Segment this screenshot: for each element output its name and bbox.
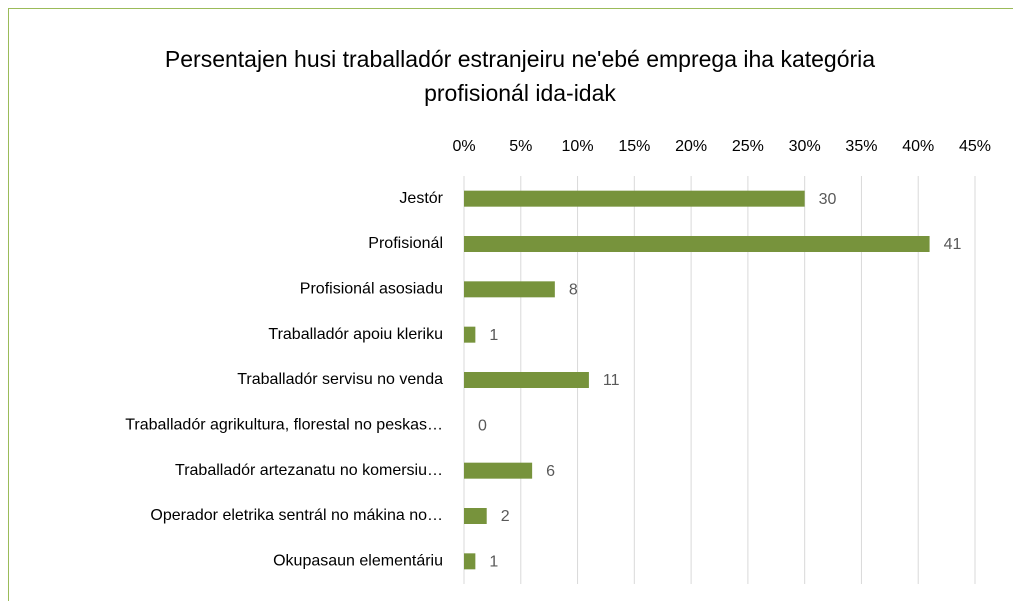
x-tick-label: 15% — [618, 138, 650, 155]
bar — [464, 236, 930, 252]
x-tick-label: 20% — [675, 138, 707, 155]
y-tick-label: Profisionál — [368, 235, 443, 252]
data-label: 1 — [489, 554, 498, 571]
data-label: 41 — [944, 236, 962, 253]
data-label: 2 — [501, 508, 510, 525]
bar — [464, 462, 533, 479]
x-tick-label: 35% — [845, 138, 877, 155]
y-tick-label: Traballadór artezanatu no komersiu… — [175, 462, 443, 479]
x-tick-label: 40% — [902, 138, 934, 155]
y-tick-label: Profisionál asosiadu — [300, 281, 443, 298]
x-tick-label: 45% — [959, 138, 991, 155]
data-label: 6 — [546, 463, 555, 480]
x-tick-label: 0% — [452, 138, 475, 155]
chart-frame — [8, 8, 1013, 601]
data-label: 0 — [478, 418, 487, 435]
y-tick-label: Traballadór agrikultura, florestal no pe… — [125, 417, 443, 434]
x-tick-label: 30% — [789, 138, 821, 155]
bar — [464, 508, 487, 524]
bar — [464, 553, 476, 570]
y-tick-label: Jestór — [399, 190, 443, 207]
chart-title: Persentajen husi traballadór estranjeiru… — [164, 46, 876, 106]
x-tick-label: 5% — [509, 138, 532, 155]
data-label: 30 — [819, 191, 837, 208]
y-tick-label: Traballadór apoiu kleriku — [268, 326, 443, 343]
x-tick-label: 25% — [732, 138, 764, 155]
data-label: 1 — [489, 327, 498, 344]
y-tick-label: Okupasaun elementáriu — [273, 553, 443, 570]
y-tick-label: Traballadór servisu no venda — [237, 371, 443, 388]
data-label: 11 — [603, 372, 620, 389]
y-tick-label: Operador eletrika sentrál no mákina no… — [150, 507, 443, 524]
bar — [464, 372, 589, 388]
bar — [464, 190, 805, 207]
x-tick-label: 10% — [562, 138, 594, 155]
bar — [464, 281, 555, 298]
bar — [464, 326, 476, 343]
data-label: 8 — [569, 282, 578, 299]
